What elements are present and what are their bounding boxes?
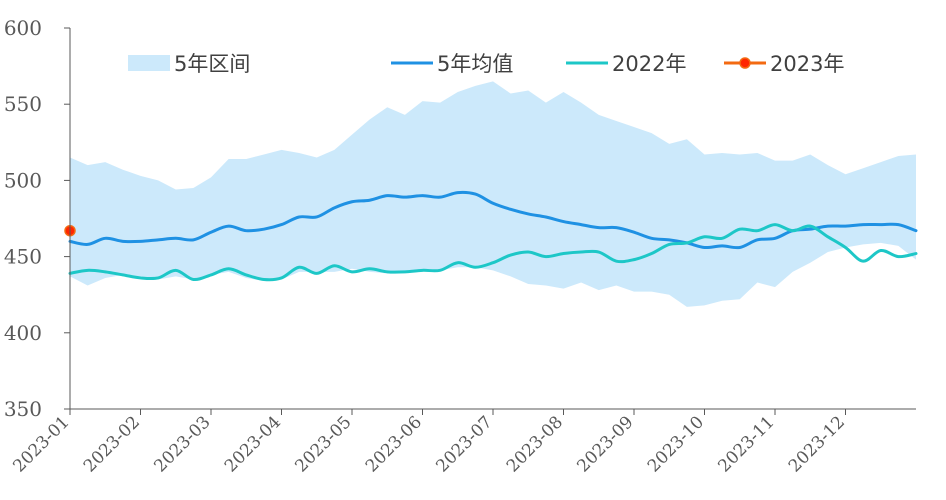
y-tick-label: 600 <box>4 16 42 40</box>
band-area-5yr-range <box>70 81 916 307</box>
x-tick-label: 2023-04 <box>221 412 285 476</box>
series-line-avg <box>68 190 918 250</box>
y-tick-label: 350 <box>4 397 42 421</box>
legend-item-y2023: 2023年 <box>724 52 844 76</box>
legend-swatch <box>128 55 170 71</box>
x-tick-label: 2023-12 <box>785 412 849 476</box>
x-tick-label: 2023-11 <box>714 412 778 476</box>
legend-label: 5年均值 <box>437 52 513 76</box>
legend-item-avg: 5年均值 <box>391 52 513 76</box>
x-tick-label: 2023-06 <box>362 412 426 476</box>
legend-item-y2022: 2022年 <box>566 52 686 76</box>
legend-marker <box>739 57 751 69</box>
x-tick-label: 2023-07 <box>432 412 496 476</box>
x-tick-label: 2023-05 <box>291 412 355 476</box>
legend-label: 5年区间 <box>174 52 250 76</box>
legend: 5年区间 5年均值 2022年 2023年 <box>128 52 844 76</box>
x-tick-label: 2023-08 <box>503 412 567 476</box>
series-line-y2022 <box>68 223 918 282</box>
x-tick-label: 2023-02 <box>80 412 144 476</box>
legend-label: 2023年 <box>770 52 844 76</box>
y-tick-label: 550 <box>4 92 42 116</box>
x-tick-label: 2023-10 <box>644 412 708 476</box>
legend-label: 2022年 <box>612 52 686 76</box>
y-tick-label: 450 <box>4 245 42 269</box>
plot-layer <box>64 81 918 307</box>
y-tick-label: 500 <box>4 168 42 192</box>
x-tick-label: 2023-01 <box>9 412 73 476</box>
x-tick-label: 2023-09 <box>573 412 637 476</box>
x-tick-label: 2023-03 <box>150 412 214 476</box>
y-tick-label: 400 <box>4 321 42 345</box>
legend-item-band: 5年区间 <box>128 52 250 76</box>
